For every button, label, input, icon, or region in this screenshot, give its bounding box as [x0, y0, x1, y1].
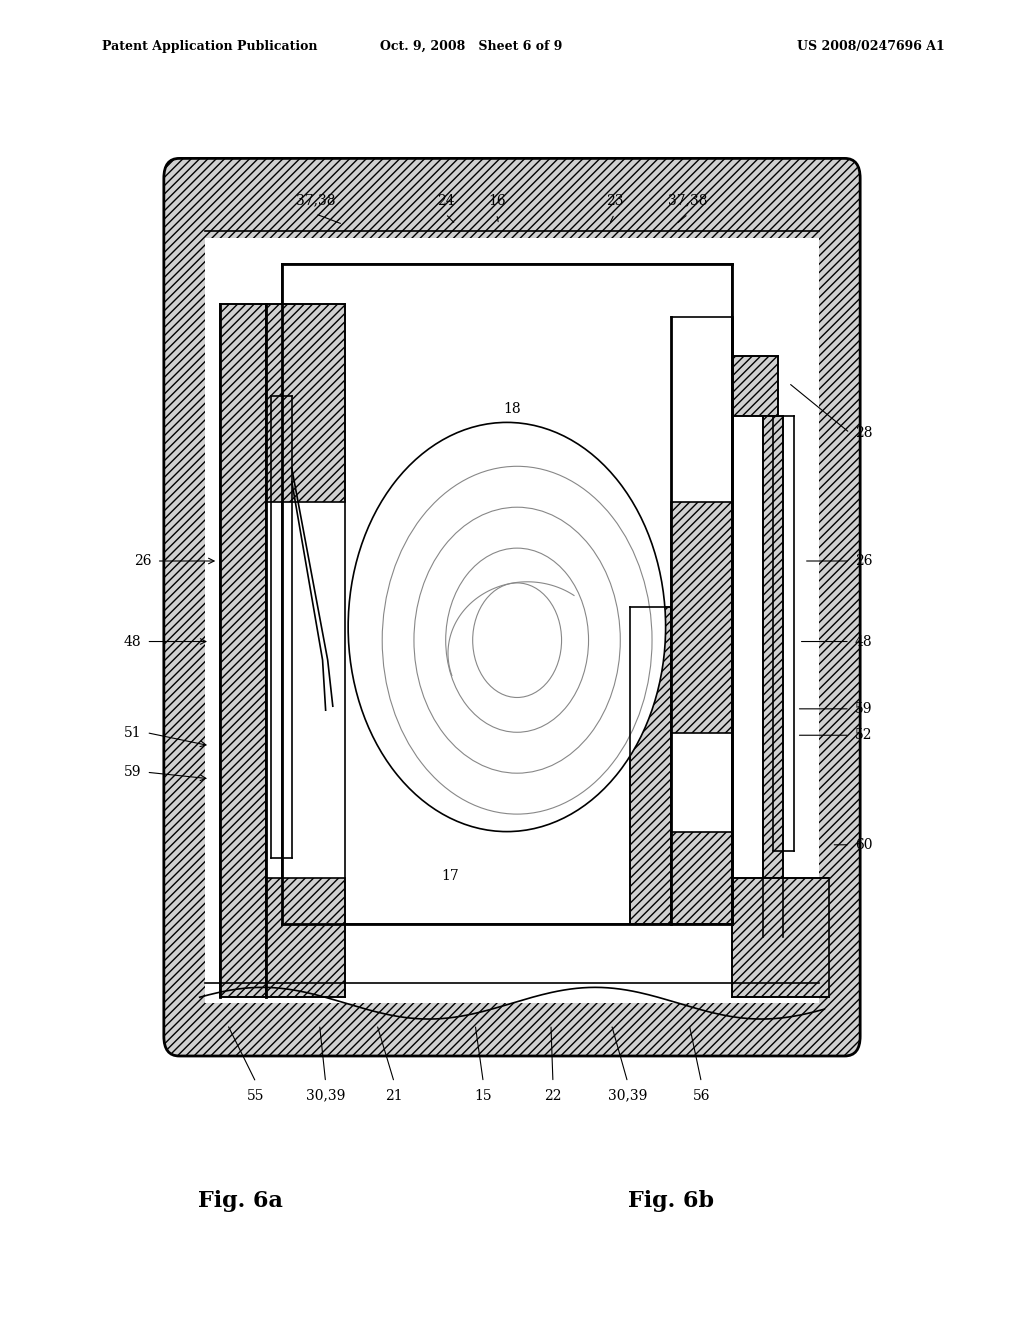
Text: US 2008/0247696 A1: US 2008/0247696 A1	[797, 40, 944, 53]
Bar	[266, 878, 345, 997]
Bar	[630, 607, 671, 924]
Bar	[671, 832, 732, 924]
Text: 48: 48	[855, 635, 872, 648]
Bar	[266, 304, 345, 502]
Bar	[671, 502, 732, 733]
Text: 22: 22	[544, 1089, 562, 1102]
Text: 24: 24	[436, 194, 455, 207]
Text: 16: 16	[487, 194, 506, 207]
Text: Fig. 6b: Fig. 6b	[628, 1191, 714, 1212]
Bar	[732, 356, 778, 416]
Text: 37,38: 37,38	[669, 194, 708, 207]
Bar	[763, 416, 783, 937]
Text: 17: 17	[441, 870, 460, 883]
Text: 51: 51	[124, 726, 141, 739]
Text: 19: 19	[482, 634, 501, 647]
Text: Oct. 9, 2008   Sheet 6 of 9: Oct. 9, 2008 Sheet 6 of 9	[380, 40, 562, 53]
Text: 18: 18	[503, 403, 521, 416]
FancyBboxPatch shape	[164, 158, 860, 1056]
Text: 55: 55	[247, 1089, 265, 1102]
Text: Fig. 6a: Fig. 6a	[199, 1191, 283, 1212]
Text: 37,38: 37,38	[296, 194, 335, 207]
Text: Patent Application Publication: Patent Application Publication	[102, 40, 317, 53]
Bar	[220, 304, 266, 997]
Text: 23: 23	[605, 194, 624, 207]
Bar	[732, 878, 829, 997]
Text: 30,39: 30,39	[306, 1089, 345, 1102]
Text: 30,39: 30,39	[608, 1089, 647, 1102]
Text: 52: 52	[855, 729, 872, 742]
Text: 59: 59	[124, 766, 141, 779]
Circle shape	[348, 422, 666, 832]
Text: 26: 26	[134, 554, 152, 568]
Bar	[205, 238, 819, 1003]
Text: 21: 21	[385, 1089, 403, 1102]
Text: 20: 20	[631, 590, 649, 603]
Bar	[282, 264, 732, 924]
Text: 59: 59	[855, 702, 872, 715]
Text: 48: 48	[124, 635, 141, 648]
Text: 56: 56	[692, 1089, 711, 1102]
Text: 15: 15	[474, 1089, 493, 1102]
Text: 28: 28	[855, 426, 872, 440]
Text: 26: 26	[855, 554, 872, 568]
Text: 60: 60	[855, 838, 872, 851]
